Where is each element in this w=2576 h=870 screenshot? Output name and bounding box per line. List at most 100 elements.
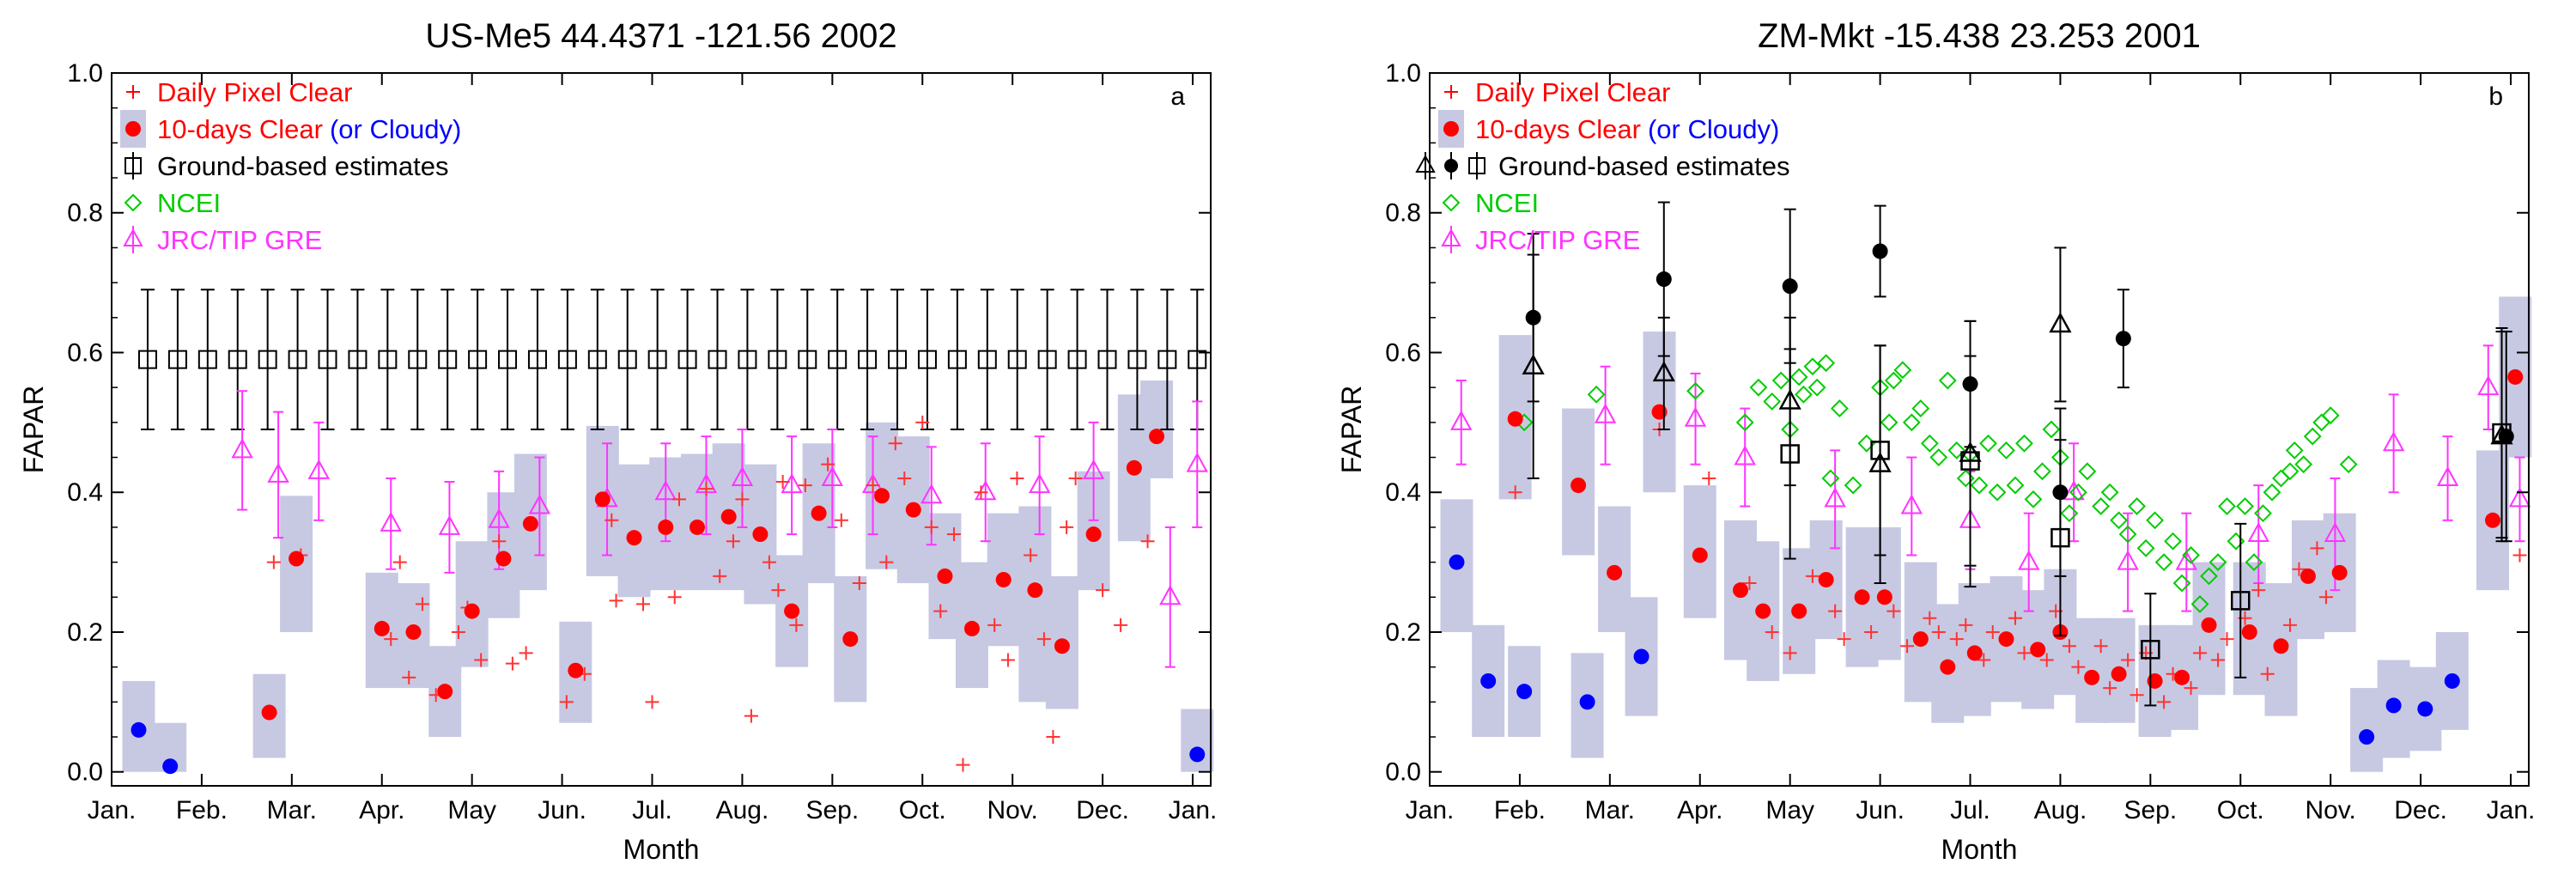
ground-dot-marker bbox=[1782, 278, 1798, 295]
legend-triangle-marker bbox=[1441, 228, 1461, 246]
ncei-diamond bbox=[1807, 378, 1826, 397]
x-tick-label: Aug. bbox=[716, 796, 769, 824]
legend-label: Ground-based estimates bbox=[157, 151, 448, 181]
ten-day-clear-dot bbox=[1126, 459, 1142, 476]
daily-clear-plus bbox=[1837, 632, 1851, 647]
ten-day-clear-dot bbox=[1571, 478, 1587, 494]
legend-item: JRC/TIP GRE bbox=[1441, 225, 1640, 255]
ground-square-marker bbox=[677, 350, 697, 369]
daily-clear-plus bbox=[1977, 653, 1991, 667]
y-tick-label: 0.6 bbox=[67, 338, 103, 367]
legend: Daily Pixel Clear 10-days Clear (or Cloudy… bbox=[120, 77, 461, 255]
daily-clear-plus bbox=[2093, 639, 2108, 654]
legend-diamond-marker bbox=[1442, 193, 1461, 212]
x-tick-label: Jun. bbox=[1856, 796, 1905, 824]
legend-label: Ground-based estimates bbox=[1498, 151, 1789, 181]
ncei-diamond bbox=[2321, 406, 2340, 425]
daily-clear-plus bbox=[2292, 562, 2306, 576]
jrc-tip-triangle bbox=[1734, 445, 1756, 465]
legend-square-marker bbox=[1468, 157, 1485, 174]
ncei-diamond bbox=[2164, 532, 2182, 551]
plot-frame bbox=[1429, 72, 2530, 787]
ground-square-marker bbox=[378, 350, 398, 369]
daily-clear-plus bbox=[735, 492, 750, 507]
jrc-tip-triangle bbox=[781, 473, 803, 494]
daily-clear-plus bbox=[505, 656, 519, 671]
ten-day-clear-dot bbox=[2111, 666, 2127, 682]
ncei-diamond bbox=[1830, 399, 1849, 418]
daily-clear-plus bbox=[2017, 646, 2032, 660]
y-tick-label: 0.4 bbox=[1385, 478, 1421, 507]
x-tick-label: Feb. bbox=[1494, 796, 1546, 824]
legend-label: Daily Pixel Clear bbox=[157, 77, 352, 107]
ground-square-marker bbox=[768, 350, 787, 369]
daily-clear-plus bbox=[392, 555, 407, 569]
daily-clear-plus bbox=[2008, 611, 2022, 625]
y-tick-label: 0.0 bbox=[67, 758, 103, 787]
x-tick-label: Dec. bbox=[1076, 796, 1129, 824]
jrc-tip-triangle bbox=[2477, 375, 2500, 396]
ncei-diamond bbox=[1893, 361, 1912, 380]
legend-label: NCEI bbox=[1475, 188, 1539, 218]
daily-clear-plus bbox=[2512, 548, 2527, 563]
y-tick-label: 1.0 bbox=[67, 59, 103, 88]
x-tick-label: Jan. bbox=[88, 796, 137, 824]
ten-day-clear-dot bbox=[2084, 669, 2100, 685]
daily-clear-plus bbox=[821, 457, 835, 472]
ncei-diamond bbox=[1821, 469, 1840, 488]
ncei-diamond bbox=[1920, 434, 1939, 453]
ten-day-cloudy-dot bbox=[1449, 554, 1465, 570]
jrc-tip-triangle bbox=[1900, 494, 1923, 514]
ncei-diamond bbox=[1938, 371, 1957, 390]
ground-triangle-marker bbox=[1868, 452, 1892, 472]
daily-clear-plus bbox=[636, 597, 651, 611]
ground-triangle-marker bbox=[2049, 312, 2072, 333]
ten-day-clear-dot bbox=[2174, 669, 2190, 685]
ten-day-clear-dot bbox=[1854, 589, 1870, 605]
daily-clear-plus bbox=[2211, 653, 2226, 667]
jrc-tip-triangle bbox=[380, 511, 402, 532]
legend-label-main: Ground-based estimates bbox=[1498, 151, 1789, 181]
daily-clear-plus bbox=[2193, 646, 2208, 660]
ncei-diamond bbox=[2263, 483, 2281, 502]
x-tick-label: Apr. bbox=[1677, 796, 1722, 824]
y-tick-label: 0.4 bbox=[67, 478, 103, 507]
ncei-diamond bbox=[2006, 476, 2025, 495]
ground-square-marker bbox=[1127, 350, 1147, 369]
ncei-diamond bbox=[2236, 497, 2254, 515]
jrc-tip-triangle bbox=[654, 480, 677, 501]
daily-clear-plus bbox=[789, 618, 804, 632]
daily-clear-plus bbox=[2184, 681, 2198, 696]
x-tick-label: Nov. bbox=[987, 796, 1037, 824]
ten-day-clear-dot bbox=[1966, 645, 1983, 661]
axes: 0.0 0.2 0.4 0.6 0.8 1.0 Jan. Feb. Mar. Apr. May Jun… bbox=[1385, 59, 2535, 824]
daily-clear-plus bbox=[1765, 624, 1779, 639]
daily-clear-plus bbox=[713, 569, 727, 583]
daily-clear-plus bbox=[834, 513, 848, 527]
daily-clear-plus bbox=[1010, 471, 1024, 485]
ncei-diamond bbox=[1817, 354, 1836, 373]
daily-clear-plus bbox=[645, 695, 659, 709]
legend-item: Daily Pixel Clear bbox=[1444, 77, 1670, 107]
ground-triangle-marker bbox=[1959, 441, 1982, 462]
daily-clear-plus bbox=[1828, 604, 1843, 618]
daily-clear-plus bbox=[492, 534, 507, 549]
ten-day-clear-dot bbox=[1507, 411, 1523, 427]
ten-day-cloudy-dot bbox=[1480, 672, 1497, 689]
ncei-diamond bbox=[1956, 469, 1975, 488]
x-tick-label: Jul. bbox=[632, 796, 672, 824]
jrc-tip-triangle bbox=[2018, 550, 2040, 570]
ground-square-marker bbox=[888, 350, 908, 369]
ten-day-clear-dot bbox=[1818, 571, 1834, 587]
jrc-tip-triangle bbox=[920, 484, 943, 504]
x-tick-label: Oct. bbox=[2217, 796, 2264, 824]
daily-clear-plus bbox=[2129, 688, 2144, 703]
legend-diamond-marker bbox=[124, 193, 143, 212]
jrc-tip-triangle bbox=[1450, 410, 1473, 430]
ten-day-clear-dot bbox=[405, 624, 422, 640]
daily-clear-plus bbox=[1702, 471, 1716, 485]
ground-square-marker bbox=[1188, 350, 1207, 369]
ncei-diamond bbox=[1735, 413, 1754, 432]
ground-square-marker bbox=[1007, 350, 1027, 369]
daily-clear-plus bbox=[2071, 660, 2086, 674]
